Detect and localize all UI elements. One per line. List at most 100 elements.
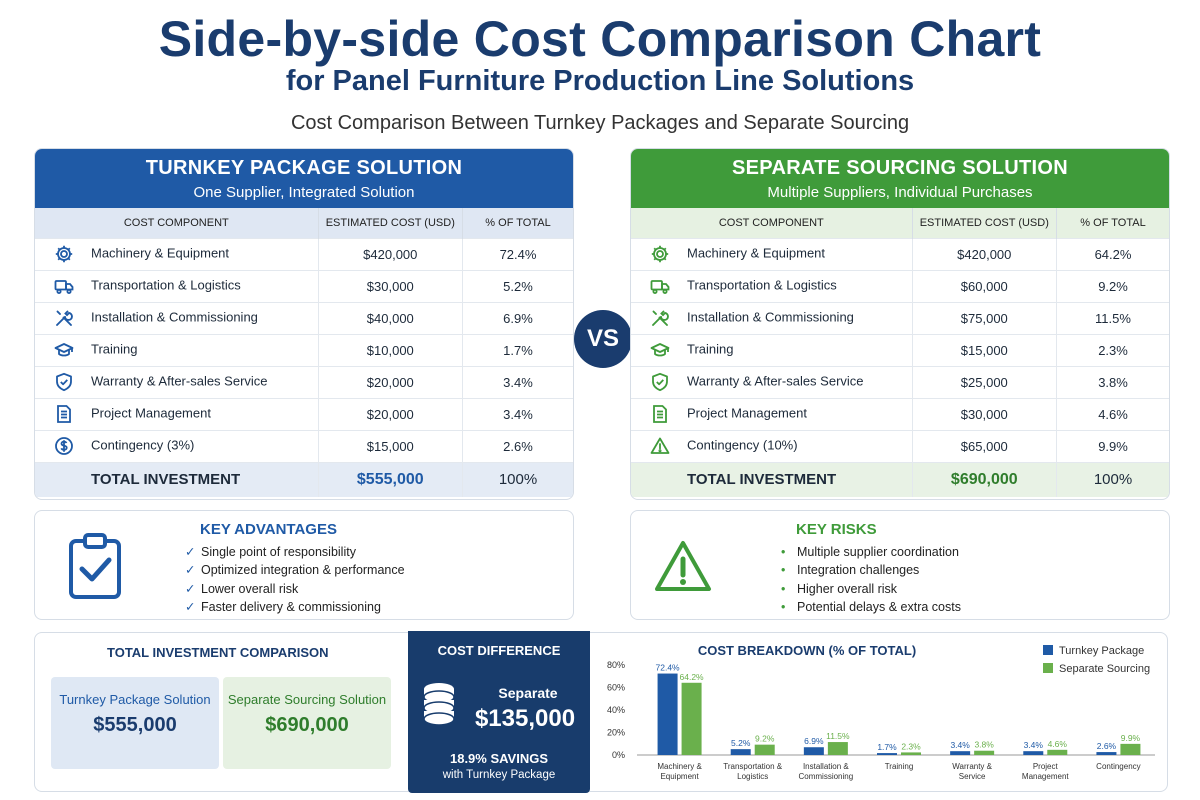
table-row: Transportation & Logistics $60,000 9.2% [631,269,1169,302]
bar [1047,749,1068,755]
percent-cell: 3.4% [462,365,573,398]
turnkey-subtitle: One Supplier, Integrated Solution [193,184,415,201]
bar-data-label: 2.6% [1097,741,1117,751]
savings-percent: 18.9% SAVINGS [449,751,549,766]
cost-cell: $15,000 [912,333,1058,366]
document-icon [647,404,673,424]
bar-data-label: 2.3% [901,741,921,751]
separate-title: SEPARATE SOURCING SOLUTION [732,157,1068,179]
document-icon [51,404,77,424]
separate-card-label: Separate Sourcing Solution [227,692,387,707]
cost-cell: $25,000 [912,365,1058,398]
y-tick-label: 0% [612,750,625,760]
chart-title: COST BREAKDOWN (% OF TOTAL) [698,643,916,658]
component-label: Contingency (3%) [91,437,195,453]
turnkey-header: TURNKEY PACKAGE SOLUTION One Supplier, I… [35,149,573,208]
component-label: Project Management [91,405,211,421]
list-item: ✓ Faster delivery & commissioning [185,598,405,616]
cost-cell: $60,000 [912,269,1058,302]
percent-cell: 1.7% [462,333,573,366]
cost-component-cell: Warranty & After-sales Service [631,365,913,398]
percent-cell: 11.5% [1056,301,1169,334]
list-item: ✓ Optimized integration & performance [185,561,405,579]
bar [730,749,751,755]
component-label: Machinery & Equipment [687,245,826,261]
list-item: • Higher overall risk [781,580,961,598]
bar-data-label: 6.9% [804,736,824,746]
bar [754,744,775,755]
component-label: Warranty & After-sales Service [91,373,268,389]
table-row: Installation & Commissioning $75,000 11.5% [631,301,1169,334]
cost-difference-value: $135,000 [474,705,576,732]
table-row: Contingency (3%) $15,000 2.6% [35,429,573,462]
bullet-marker: • [781,545,786,559]
cost-difference-panel: COST DIFFERENCE Separate $135,000 18.9% … [408,631,590,793]
total-label: TOTAL INVESTMENT [35,461,319,497]
percent-cell: 9.2% [1056,269,1169,302]
table-row: Machinery & Equipment $420,000 64.2% [631,237,1169,270]
total-row: TOTAL INVESTMENT $555,000 100% [35,461,573,497]
risks-list: • Multiple supplier coordination • Integrat… [781,543,961,616]
bullet-marker: ✓ [185,545,196,559]
column-header: COST COMPONENT [35,208,319,238]
legend-swatch [1043,645,1053,655]
graduation-cap-icon [51,340,77,360]
column-header: COST COMPONENT [631,208,913,238]
y-tick-label: 20% [607,728,625,738]
bar-data-label: 5.2% [731,738,751,748]
turnkey-total-card: Turnkey Package Solution $555,000 [51,677,219,769]
cost-cell: $20,000 [318,365,464,398]
bar [877,753,897,755]
percent-cell: 9.9% [1056,429,1169,462]
bullet-marker: ✓ [185,581,196,596]
dollar-coin-icon [51,436,77,456]
list-item-text: Lower overall risk [201,581,299,596]
bullet-marker: ✓ [185,563,196,578]
table-row: Transportation & Logistics $30,000 5.2% [35,269,573,302]
cost-component-cell: Training [35,333,319,366]
tools-icon [647,308,673,328]
bar-data-label: 72.4% [656,663,681,673]
component-label: Contingency (10%) [687,437,798,453]
turnkey-table: COST COMPONENT ESTIMATED COST (USD) % OF… [35,208,573,497]
y-tick-label: 40% [607,705,625,715]
cost-difference-title: COST DIFFERENCE [437,643,561,658]
truck-icon [51,276,77,296]
separate-table: COST COMPONENT ESTIMATED COST (USD) % OF… [631,208,1169,497]
x-tick-label: Installation & Commissioning [799,762,854,781]
bar [827,742,848,755]
legend-swatch [1043,663,1053,673]
cost-cell: $75,000 [912,301,1058,334]
page-title: Side-by-side Cost Comparison Chart [158,11,1042,67]
table-row: Warranty & After-sales Service $20,000 3.4… [35,365,573,398]
bar-data-label: 4.6% [1048,739,1068,749]
bullet-marker: • [781,581,786,596]
vs-badge: VS [574,310,632,368]
component-label: Training [91,341,138,357]
cost-component-cell: Warranty & After-sales Service [35,365,319,398]
total-cost: $690,000 [912,461,1058,497]
graduation-cap-icon [647,340,673,360]
percent-cell: 2.3% [1056,333,1169,366]
cost-component-cell: Machinery & Equipment [35,237,319,270]
percent-cell: 3.8% [1056,365,1169,398]
gear-icon [51,244,77,264]
cost-cell: $30,000 [912,397,1058,430]
bar-data-label: 9.9% [1121,733,1141,743]
percent-cell: 72.4% [462,237,573,270]
turnkey-card-label: Turnkey Package Solution [59,692,211,707]
y-tick-label: 60% [607,683,625,693]
separate-total-card: Separate Sourcing Solution $690,000 [223,677,391,769]
coin-stack-icon [423,683,455,726]
x-tick-label: Machinery & Equipment [657,762,702,781]
table-row: Warranty & After-sales Service $25,000 3.8… [631,365,1169,398]
percent-cell: 5.2% [462,269,573,302]
bar [681,682,702,755]
bar-data-label: 3.8% [974,740,994,750]
bullet-marker: ✓ [185,599,196,614]
cost-component-cell: Installation & Commissioning [631,301,913,334]
bar [901,752,921,755]
table-row: Training $10,000 1.7% [35,333,573,366]
savings-note: with Turnkey Package [442,769,556,781]
x-tick-label: Warranty & Service [952,762,992,781]
